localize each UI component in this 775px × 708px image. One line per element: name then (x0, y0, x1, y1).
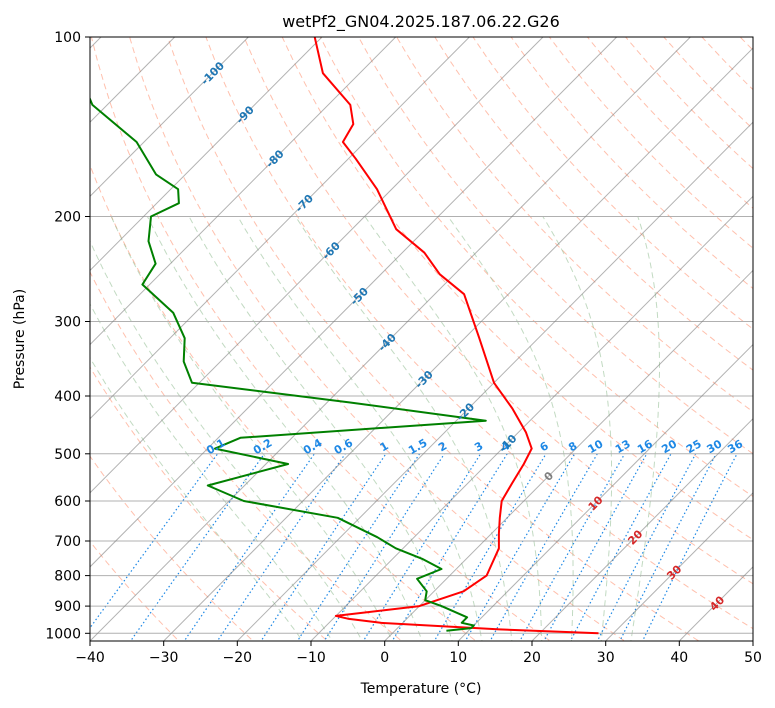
mixing-ratio-line (296, 453, 421, 641)
isotherm-line (90, 37, 544, 494)
mixing-ratio-lines (90, 453, 738, 641)
x-tick-label: 30 (597, 650, 615, 666)
x-axis-label: Temperature (°C) (360, 681, 482, 697)
dry-adiabat-line (205, 37, 753, 630)
plot-frame (89, 36, 754, 642)
dry-adiabat-line (243, 37, 753, 585)
mixing-ratio-line (260, 453, 387, 641)
isotherm-line (310, 195, 753, 641)
dry-adiabat-line (319, 37, 753, 498)
x-tick-label: 50 (744, 650, 762, 666)
moist-adiabat-line (630, 216, 660, 641)
mixing-ratio-line (90, 453, 219, 629)
isotherm-line (90, 37, 470, 420)
mixing-ratio-line (433, 453, 547, 641)
moist-adiabat-line (90, 302, 333, 641)
dry-adiabat-line (510, 37, 753, 290)
temperature-line (313, 37, 599, 635)
isotherm-line (236, 121, 753, 641)
y-tick-label: 200 (54, 210, 81, 226)
x-tick-label: −10 (296, 650, 326, 666)
x-tick-label: 20 (523, 650, 541, 666)
isotherm-gridlines (90, 37, 753, 641)
x-tick-label: 0 (380, 650, 389, 666)
x-axis-ticks: −40 −30 −20 −10 0 10 20 30 40 50 (75, 641, 762, 666)
dry-adiabat-line (90, 366, 329, 641)
x-tick-label: −30 (149, 650, 179, 666)
dry-adiabat-line (281, 37, 753, 541)
y-tick-label: 100 (54, 30, 81, 46)
dry-adiabat-line (90, 37, 552, 641)
mixing-ratio-line (569, 453, 672, 641)
mixing-ratio-line (183, 453, 315, 641)
mixing-ratio-line (216, 453, 346, 641)
dry-adiabat-line (472, 37, 753, 330)
mixing-ratio-line (129, 453, 265, 641)
y-tick-label: 400 (54, 389, 81, 405)
mixing-ratio-line (596, 453, 697, 641)
pressure-gridlines (90, 37, 753, 634)
dry-adiabat-line (129, 37, 626, 641)
chart-title: wetPf2_GN04.2025.187.06.22.G26 (282, 12, 560, 32)
isotherm-line (90, 37, 397, 346)
moist-adiabat-line (110, 216, 393, 641)
isotherm-line (163, 47, 753, 641)
isotherm-line (531, 417, 753, 641)
y-tick-label: 700 (54, 534, 81, 550)
y-tick-label: 800 (54, 569, 81, 585)
y-tick-label: 900 (54, 599, 81, 615)
mixing-ratio-line (323, 453, 445, 641)
isotherm-line (605, 492, 753, 641)
dry-adiabat-line (90, 270, 403, 641)
isotherm-line (90, 37, 691, 641)
isotherm-line (90, 37, 618, 568)
y-axis-label: Pressure (hPa) (12, 289, 28, 389)
y-tick-label: 300 (54, 315, 81, 331)
moist-adiabat-line (364, 216, 543, 641)
moist-adiabat-line (447, 216, 574, 641)
y-tick-label: 1000 (45, 626, 81, 642)
dry-adiabat-line (167, 37, 700, 641)
x-tick-label: −40 (75, 650, 105, 666)
x-tick-label: 10 (449, 650, 467, 666)
dry-adiabats (90, 37, 753, 641)
moist-adiabat-line (90, 356, 304, 641)
mixing-ratio-line (362, 453, 482, 641)
mixing-ratio-line (543, 453, 648, 641)
x-tick-label: 40 (670, 650, 688, 666)
moist-adiabat-line (188, 216, 453, 641)
dry-adiabat-line (90, 455, 254, 641)
y-tick-label: 500 (54, 447, 81, 463)
isotherm-line (457, 343, 753, 641)
dry-adiabat-line (434, 37, 753, 371)
dewpoint-line (90, 96, 487, 632)
y-tick-label: 600 (54, 494, 81, 510)
isotherm-line (90, 37, 323, 272)
moist-adiabat-line (542, 216, 613, 641)
sounding-series (90, 37, 599, 635)
x-tick-label: −20 (223, 650, 253, 666)
moist-adiabat-line (146, 216, 423, 641)
y-axis-ticks: 100 200 300 400 500 600 700 800 900 1000 (45, 30, 90, 642)
isotherm-line (384, 269, 753, 641)
isotherm-line (90, 37, 249, 198)
